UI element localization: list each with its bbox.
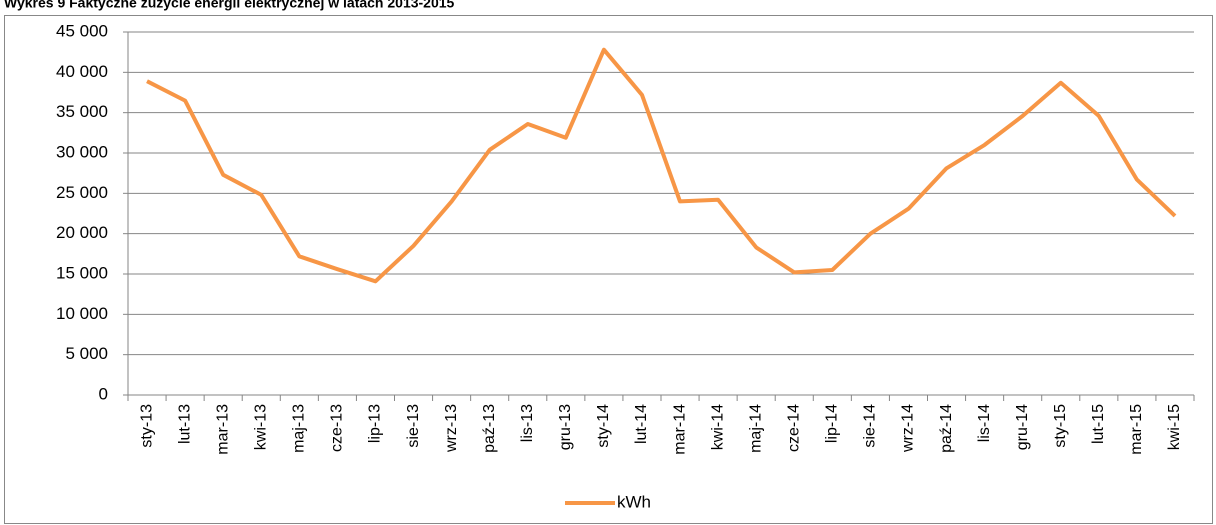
x-tick-label: lis-14 <box>976 404 993 442</box>
y-tick-label: 0 <box>99 384 108 403</box>
x-tick-label: paź-13 <box>481 404 498 453</box>
y-tick-label: 45 000 <box>56 21 108 40</box>
x-tick-label: cze-13 <box>329 404 346 452</box>
x-tick-label: lut-13 <box>176 404 193 444</box>
x-tick-label: mar-13 <box>214 404 231 455</box>
x-tick-label: gru-14 <box>1014 404 1031 450</box>
y-tick-label: 10 000 <box>56 304 108 323</box>
chart-title: Wykres 9 Faktyczne zużycie energii elekt… <box>4 0 455 11</box>
x-tick-label: wrz-14 <box>900 404 917 453</box>
y-tick-label: 35 000 <box>56 102 108 121</box>
x-tick-label: mar-15 <box>1128 404 1145 455</box>
x-tick-label: wrz-13 <box>443 404 460 453</box>
x-tick-label: lut-14 <box>633 404 650 444</box>
line-series <box>146 47 1177 284</box>
x-tick-label: sie-13 <box>405 404 422 448</box>
x-tick-label: maj-13 <box>291 404 308 453</box>
y-tick-label: 5 000 <box>65 344 108 363</box>
x-tick-label: cze-14 <box>785 404 802 452</box>
x-tick-label: sty-15 <box>1052 404 1069 448</box>
y-tick-label: 20 000 <box>56 223 108 242</box>
x-tick-label: paź-14 <box>938 404 955 453</box>
x-tick-label: sty-13 <box>138 404 155 448</box>
x-tick-label: kwi-14 <box>709 404 726 450</box>
x-tick-label: lip-13 <box>367 404 384 443</box>
y-tick-label: 30 000 <box>56 142 108 161</box>
x-tick-label: kwi-13 <box>252 404 269 450</box>
x-tick-label: maj-14 <box>747 404 764 453</box>
x-tick-label: sie-14 <box>862 404 879 448</box>
x-tick-label: kwi-15 <box>1166 404 1183 450</box>
x-tick-label: lis-13 <box>519 404 536 442</box>
y-tick-label: 40 000 <box>56 62 108 81</box>
x-tick-label: mar-14 <box>671 404 688 455</box>
legend-label: kWh <box>617 492 651 511</box>
x-tick-label: lip-14 <box>824 404 841 443</box>
y-tick-label: 25 000 <box>56 183 108 202</box>
chart-border <box>4 15 1213 524</box>
x-tick-label: gru-13 <box>557 404 574 450</box>
x-tick-label: lut-15 <box>1090 404 1107 444</box>
x-tick-label: sty-14 <box>595 404 612 448</box>
y-tick-label: 15 000 <box>56 263 108 282</box>
